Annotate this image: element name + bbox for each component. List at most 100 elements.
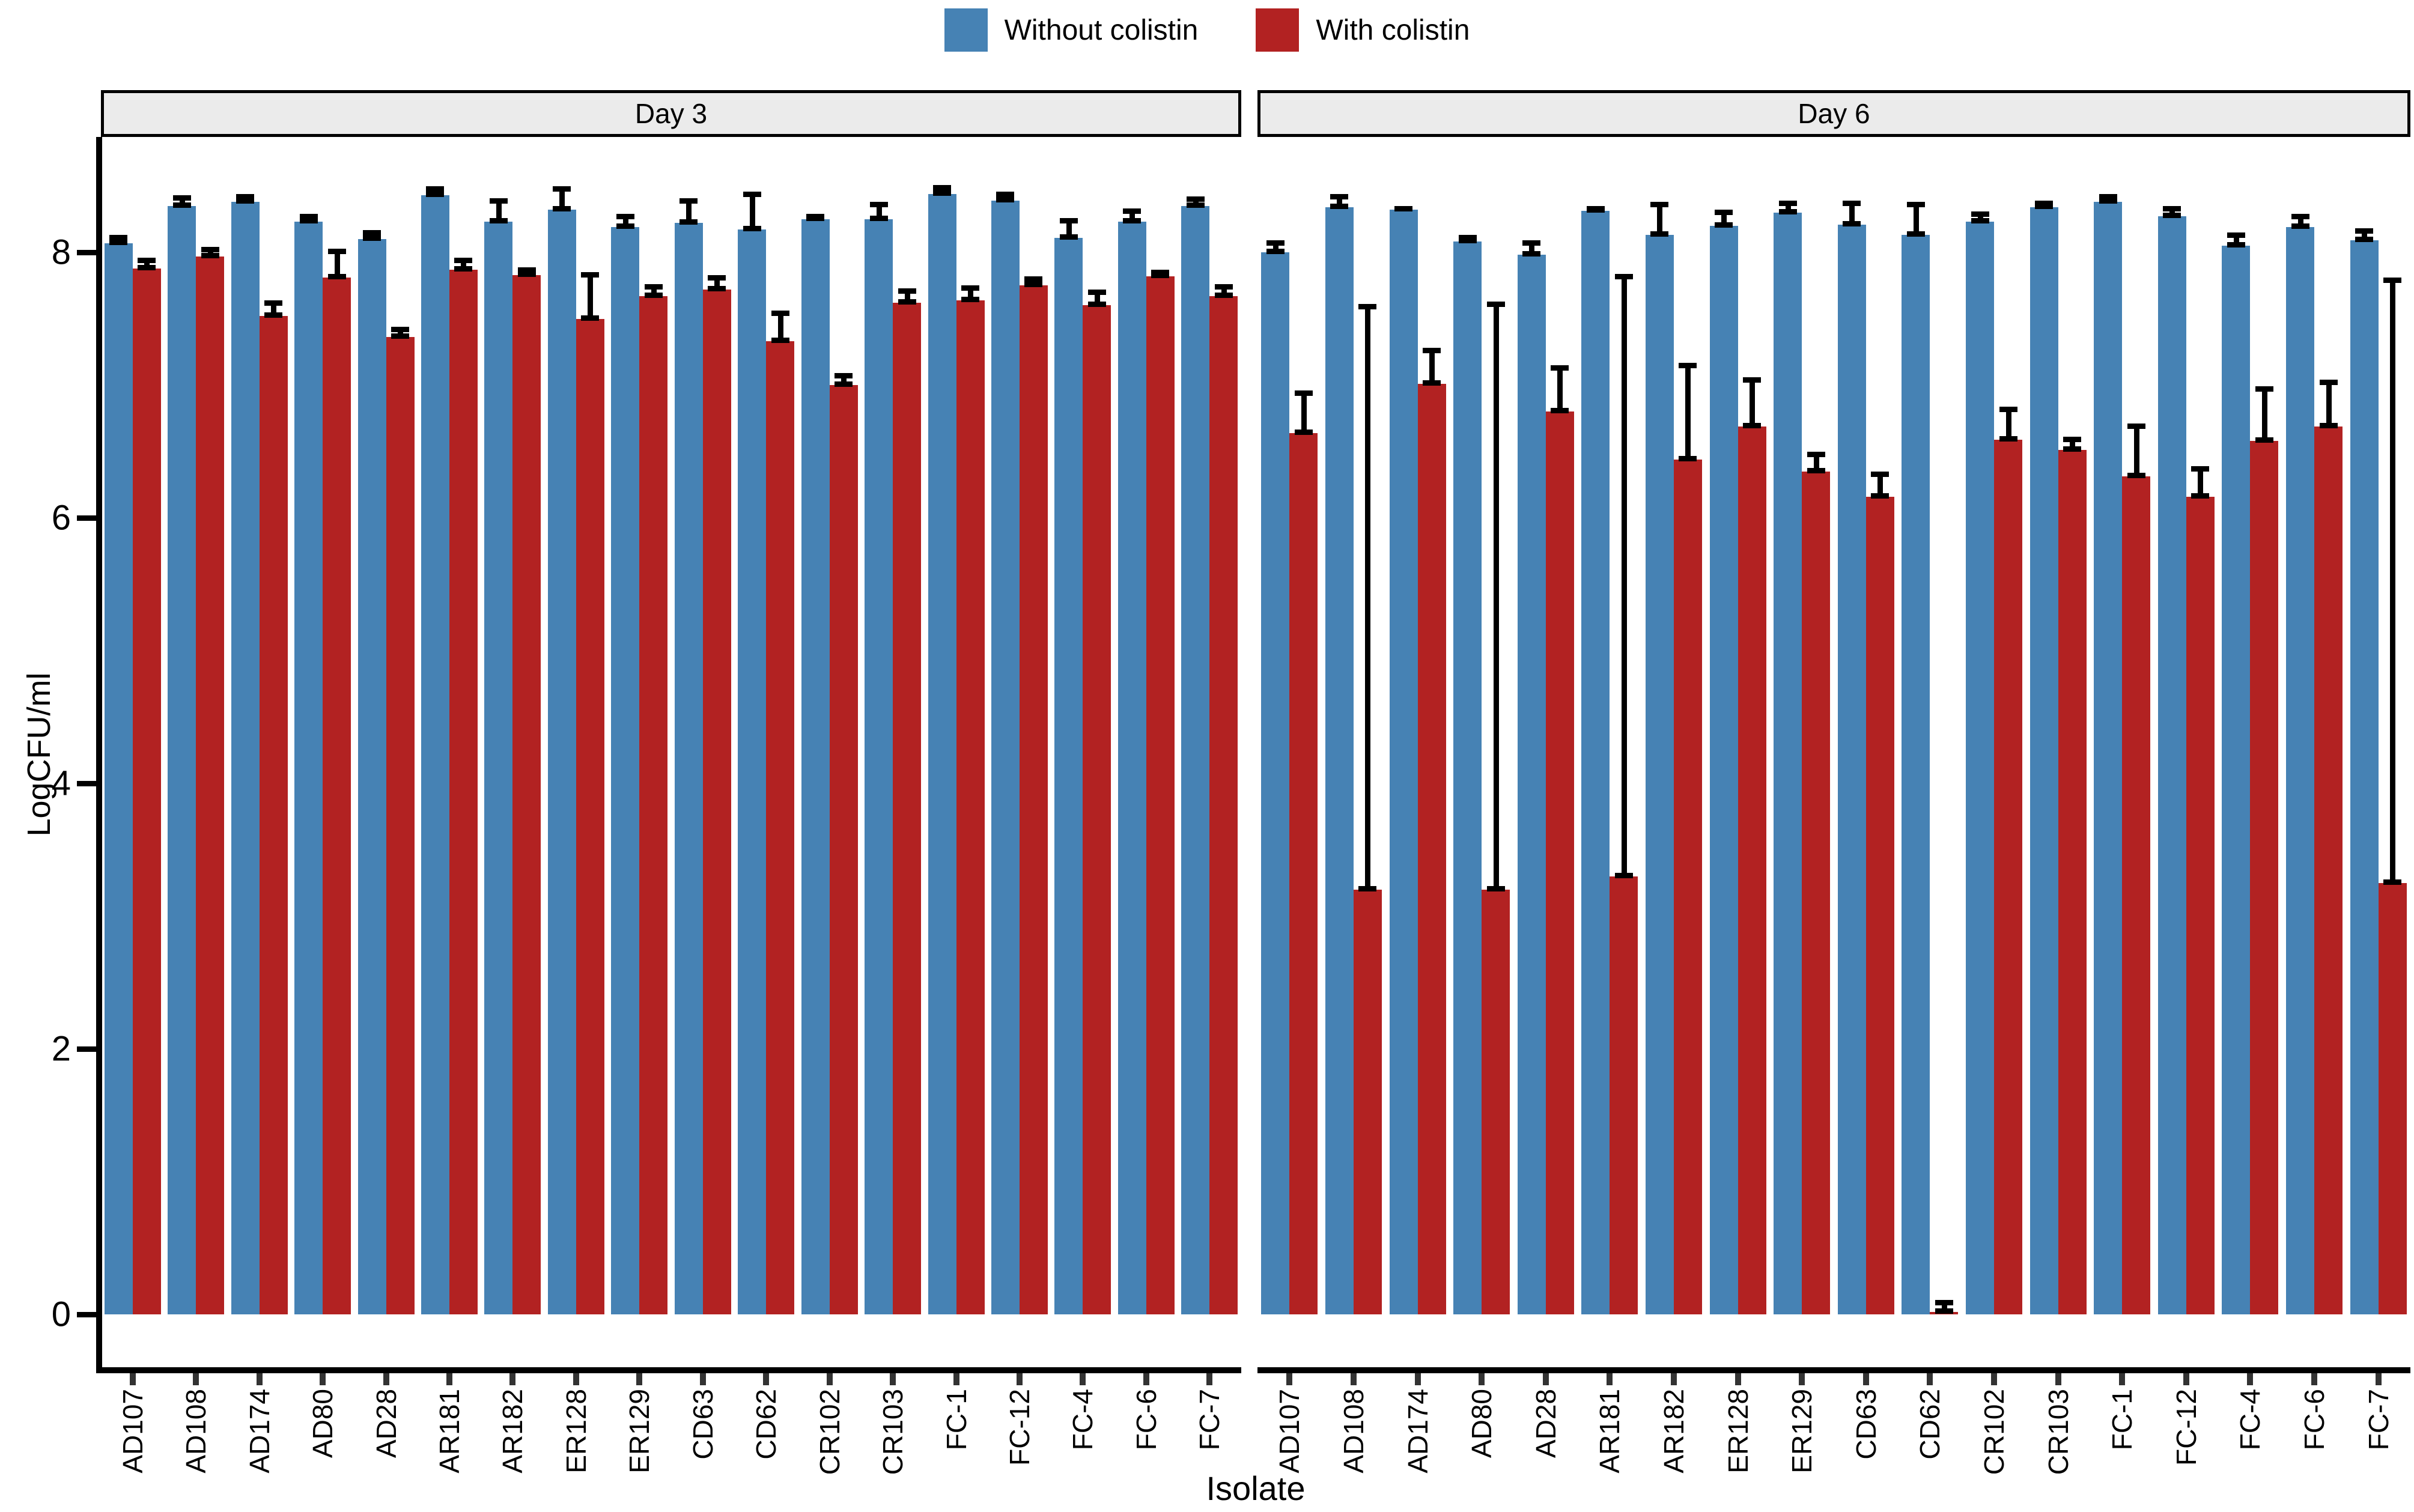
bar-with-colistin [1865, 496, 1894, 1314]
error-bar-line [1621, 275, 1627, 876]
error-bar-line [1813, 452, 1819, 472]
error-bar-cap-top [1024, 276, 1043, 282]
error-bar-line [398, 327, 403, 338]
x-axis-tick [1206, 1373, 1213, 1385]
x-axis-tick [1607, 1373, 1613, 1385]
bar-with-colistin [1545, 411, 1574, 1314]
error-bar-cap-top [1743, 377, 1762, 383]
error-bar-cap-bottom [363, 235, 381, 241]
y-tick-label: 6 [51, 498, 71, 538]
error-bar-cap-top [2035, 201, 2054, 207]
error-bar-cap-bottom [1586, 207, 1605, 213]
error-bar-cap-top [2063, 437, 2082, 443]
error-bar-cap-top [708, 275, 726, 281]
error-bar-cap-top [1971, 211, 1989, 217]
bar-without-colistin [2222, 245, 2251, 1314]
x-tick-label: AR181 [1594, 1389, 1626, 1474]
error-bar-cap-top [2319, 380, 2338, 386]
legend: Without colistin With colistin [0, 8, 2414, 52]
x-tick-label: FC-12 [2170, 1389, 2202, 1466]
error-bar-cap-bottom [236, 198, 255, 204]
bar-with-colistin [576, 318, 604, 1314]
x-axis-title: Isolate [1206, 1469, 1306, 1507]
x-tick-label: CD62 [1914, 1389, 1946, 1460]
x-axis-tick [1799, 1373, 1805, 1385]
x-tick-label: AD80 [1466, 1389, 1498, 1459]
error-bar-cap-top [1679, 362, 1697, 368]
facet-label-day-6: Day 6 [1798, 98, 1870, 129]
x-tick-label: ER128 [560, 1389, 592, 1474]
error-bar-cap-bottom [1294, 429, 1313, 435]
error-bar-cap-top [236, 193, 255, 199]
x-axis-tick [129, 1373, 136, 1385]
bar-with-colistin [829, 385, 858, 1314]
error-bar-line [1429, 349, 1435, 384]
x-axis-tick [1080, 1373, 1086, 1385]
bar-without-colistin [1181, 205, 1210, 1314]
facet-label-day-3: Day 3 [634, 98, 708, 129]
bar-without-colistin [1117, 222, 1146, 1314]
error-bar-cap-bottom [1123, 218, 1142, 224]
error-bar-line [334, 249, 340, 278]
error-bar-line [1529, 241, 1535, 255]
error-bar-cap-top [2291, 214, 2309, 220]
error-bar-cap-bottom [1906, 231, 1925, 237]
error-bar-cap-top [933, 184, 951, 190]
error-bar-cap-bottom [1999, 436, 2017, 442]
x-axis-tick [256, 1373, 263, 1385]
error-bar-cap-top [1650, 202, 1669, 208]
error-bar-cap-bottom [996, 196, 1015, 202]
bar-with-colistin [639, 296, 668, 1314]
x-axis-tick [1862, 1373, 1869, 1385]
x-tick-label: CD63 [1850, 1389, 1882, 1460]
error-bar-cap-bottom [2035, 203, 2054, 209]
bar-with-colistin [1802, 471, 1831, 1314]
error-bar-cap-top [109, 235, 128, 241]
x-axis-tick [1414, 1373, 1421, 1385]
error-bar-cap-bottom [1458, 238, 1477, 244]
bar-with-colistin [956, 300, 985, 1314]
x-tick-label: AR182 [1658, 1389, 1689, 1474]
bar-without-colistin [231, 202, 260, 1314]
facet-header-day-3: Day 3 [101, 90, 1241, 137]
bar-with-colistin [132, 268, 161, 1314]
x-axis-tick [573, 1373, 579, 1385]
error-bar-line [968, 287, 973, 300]
bar-with-colistin [1146, 276, 1175, 1314]
error-bar-cap-bottom [1807, 467, 1825, 473]
error-bar-line [1493, 302, 1499, 890]
error-bar-cap-top [1358, 304, 1377, 310]
x-axis-tick [1479, 1373, 1485, 1385]
error-bar-line [1785, 202, 1791, 213]
error-bar-cap-bottom [1871, 493, 1890, 499]
error-bar-cap-bottom [1486, 885, 1505, 891]
legend-swatch-without-colistin-icon [944, 8, 988, 52]
error-bar-cap-bottom [172, 202, 191, 208]
error-bar-cap-top [961, 285, 979, 291]
error-bar-cap-bottom [2255, 437, 2273, 443]
x-tick-label: AD80 [307, 1389, 339, 1459]
error-bar-line [1094, 291, 1100, 306]
x-tick-label: AD174 [1402, 1389, 1434, 1474]
x-axis-tick [383, 1373, 389, 1385]
bar-with-colistin [1289, 433, 1318, 1314]
x-tick-label: AD107 [1274, 1389, 1306, 1474]
y-axis-tick [77, 1046, 96, 1052]
x-tick-label: AD28 [370, 1389, 402, 1459]
bar-with-colistin [893, 302, 922, 1314]
bar-without-colistin [1966, 222, 1995, 1314]
error-bar-cap-top [391, 326, 409, 332]
error-bar-cap-bottom [2099, 198, 2117, 204]
error-bar-cap-top [1522, 240, 1541, 246]
error-bar-cap-bottom [138, 264, 156, 270]
error-bar-cap-bottom [771, 338, 789, 344]
x-axis-tick [1542, 1373, 1549, 1385]
x-tick-label: CR103 [877, 1389, 909, 1475]
error-bar-cap-top [2255, 386, 2273, 392]
x-axis-tick [1286, 1373, 1293, 1385]
error-bar-cap-bottom [1778, 208, 1797, 214]
error-bar-line [496, 199, 502, 222]
error-bar-cap-top [1087, 290, 1106, 296]
error-bar-cap-bottom [1087, 302, 1106, 308]
